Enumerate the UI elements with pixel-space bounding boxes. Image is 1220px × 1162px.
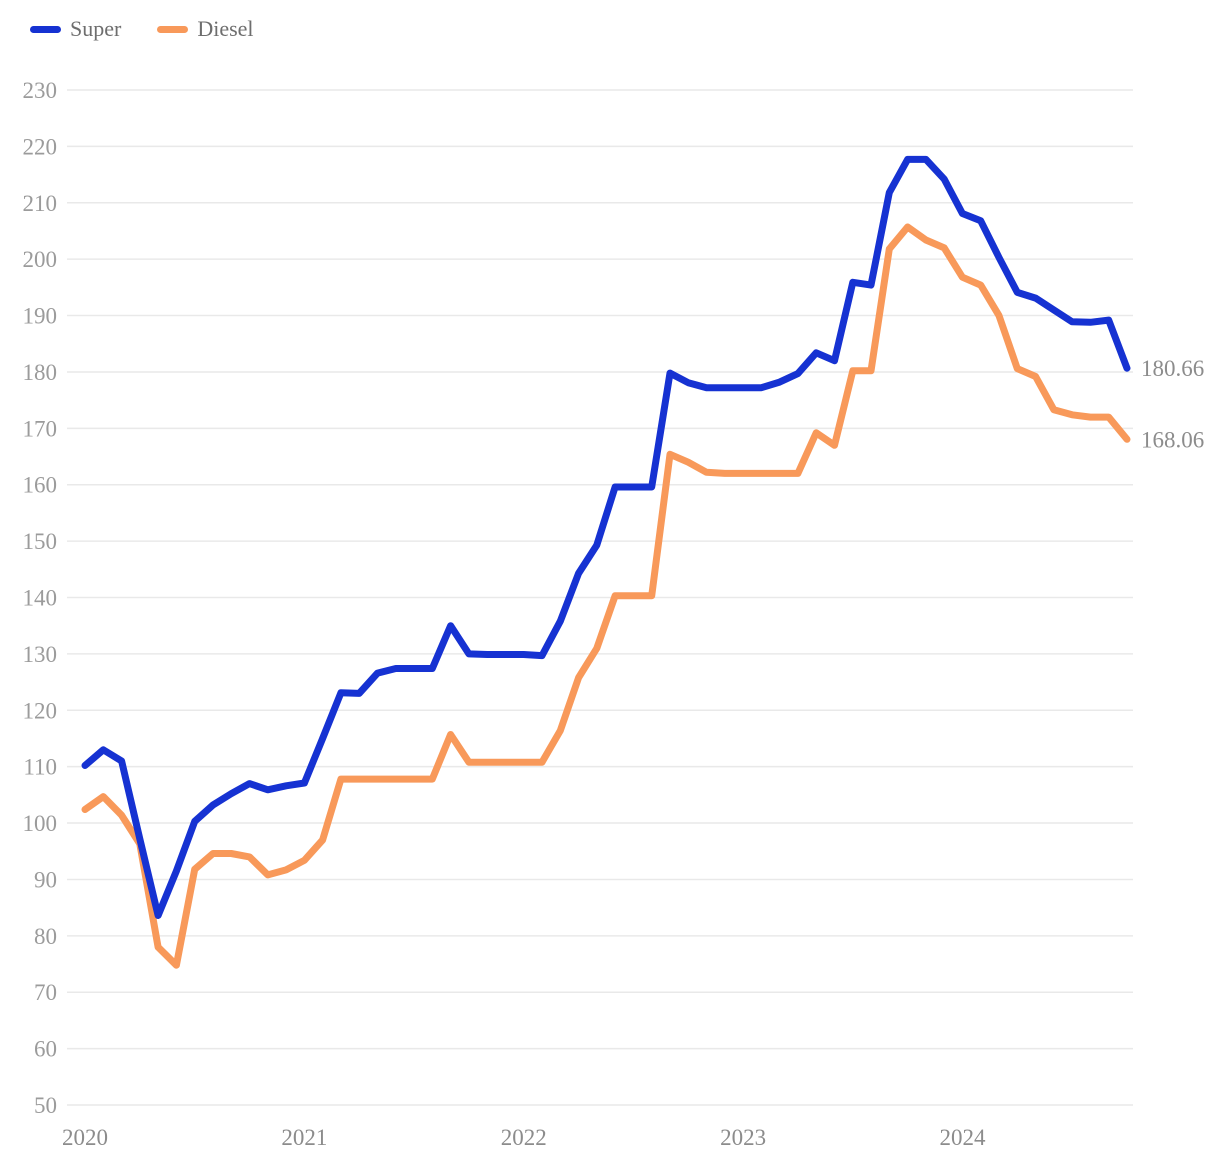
series-line-diesel bbox=[81, 223, 1131, 969]
x-tick-label: 2021 bbox=[281, 1125, 327, 1150]
y-tick-label: 170 bbox=[23, 416, 58, 441]
legend-label-diesel: Diesel bbox=[197, 16, 254, 41]
end-label-diesel: 168.06 bbox=[1141, 427, 1204, 452]
y-tick-label: 210 bbox=[23, 191, 58, 216]
y-tick-label: 160 bbox=[23, 473, 58, 498]
y-tick-label: 230 bbox=[23, 78, 58, 103]
y-tick-label: 50 bbox=[34, 1093, 57, 1118]
y-tick-label: 60 bbox=[34, 1037, 57, 1062]
legend-item-diesel: Diesel bbox=[157, 16, 254, 41]
y-tick-label: 150 bbox=[23, 529, 58, 554]
y-tick-label: 80 bbox=[34, 924, 57, 949]
x-tick-label: 2024 bbox=[939, 1125, 986, 1150]
y-tick-label: 200 bbox=[23, 247, 58, 272]
y-tick-label: 110 bbox=[23, 755, 57, 780]
x-tick-label: 2023 bbox=[720, 1125, 766, 1150]
legend-label-super: Super bbox=[70, 16, 122, 41]
y-tick-label: 190 bbox=[23, 304, 58, 329]
y-tick-label: 180 bbox=[23, 360, 58, 385]
y-tick-label: 130 bbox=[23, 642, 58, 667]
y-tick-label: 90 bbox=[34, 867, 57, 892]
end-label-super: 180.66 bbox=[1141, 356, 1204, 381]
x-tick-label: 2020 bbox=[62, 1125, 108, 1150]
legend: Super Diesel bbox=[30, 18, 254, 40]
legend-swatch-diesel bbox=[157, 25, 189, 33]
series-line-super bbox=[81, 155, 1131, 919]
y-tick-label: 100 bbox=[23, 811, 58, 836]
y-tick-label: 120 bbox=[23, 698, 58, 723]
y-tick-label: 140 bbox=[23, 586, 58, 611]
legend-item-super: Super bbox=[30, 18, 121, 40]
y-tick-label: 220 bbox=[23, 134, 58, 159]
x-tick-label: 2022 bbox=[501, 1125, 547, 1150]
y-tick-label: 70 bbox=[34, 980, 57, 1005]
legend-swatch-super bbox=[30, 25, 61, 33]
